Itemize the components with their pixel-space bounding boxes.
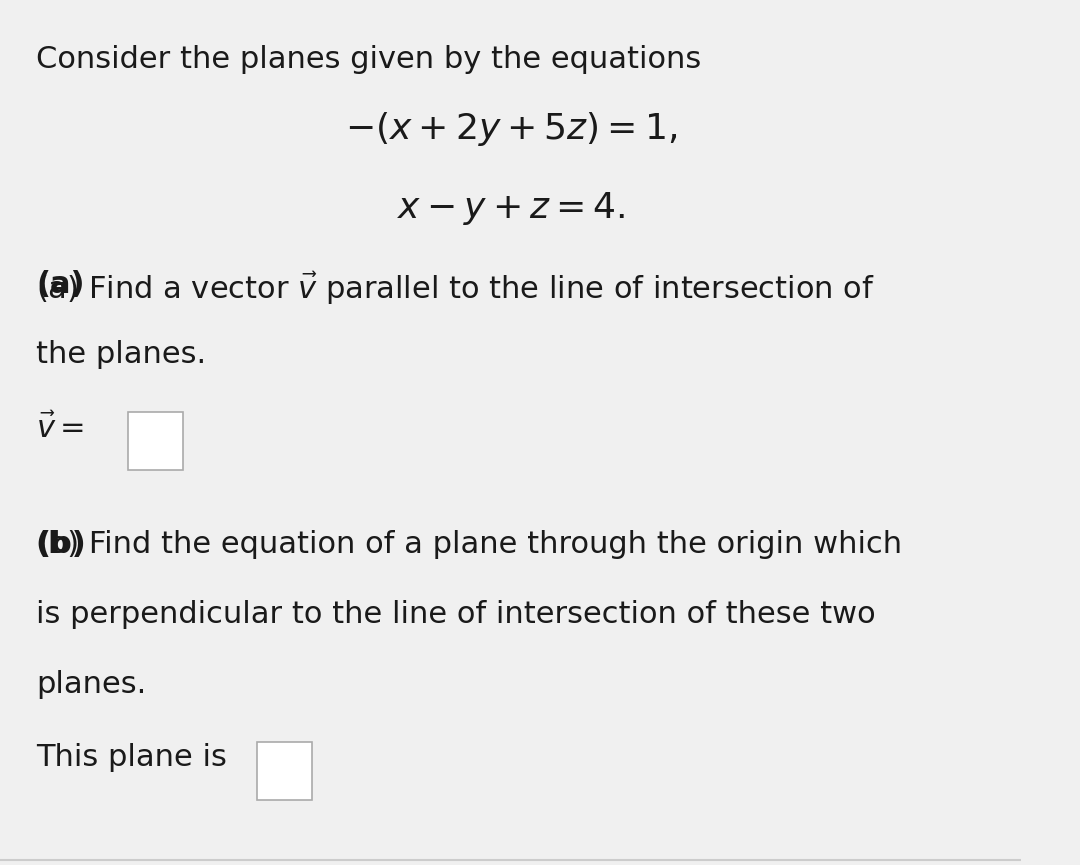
Text: is perpendicular to the line of intersection of these two: is perpendicular to the line of intersec… (36, 600, 876, 629)
Text: $\vec{v} =$: $\vec{v} =$ (36, 413, 84, 444)
FancyBboxPatch shape (257, 742, 312, 800)
Text: This plane is: This plane is (36, 743, 227, 772)
Text: $-(x + 2y + 5z) = 1,$: $-(x + 2y + 5z) = 1,$ (345, 110, 677, 148)
FancyBboxPatch shape (127, 412, 183, 470)
Text: Consider the planes given by the equations: Consider the planes given by the equatio… (36, 45, 701, 74)
Text: $x - y + z = 4.$: $x - y + z = 4.$ (396, 190, 625, 227)
Text: (b): (b) (36, 530, 85, 559)
Text: (a) Find a vector $\vec{v}$ parallel to the line of intersection of: (a) Find a vector $\vec{v}$ parallel to … (36, 270, 875, 307)
Text: (a): (a) (36, 270, 84, 299)
Text: (b) Find the equation of a plane through the origin which: (b) Find the equation of a plane through… (36, 530, 902, 559)
Text: planes.: planes. (36, 670, 146, 699)
Text: the planes.: the planes. (36, 340, 206, 369)
